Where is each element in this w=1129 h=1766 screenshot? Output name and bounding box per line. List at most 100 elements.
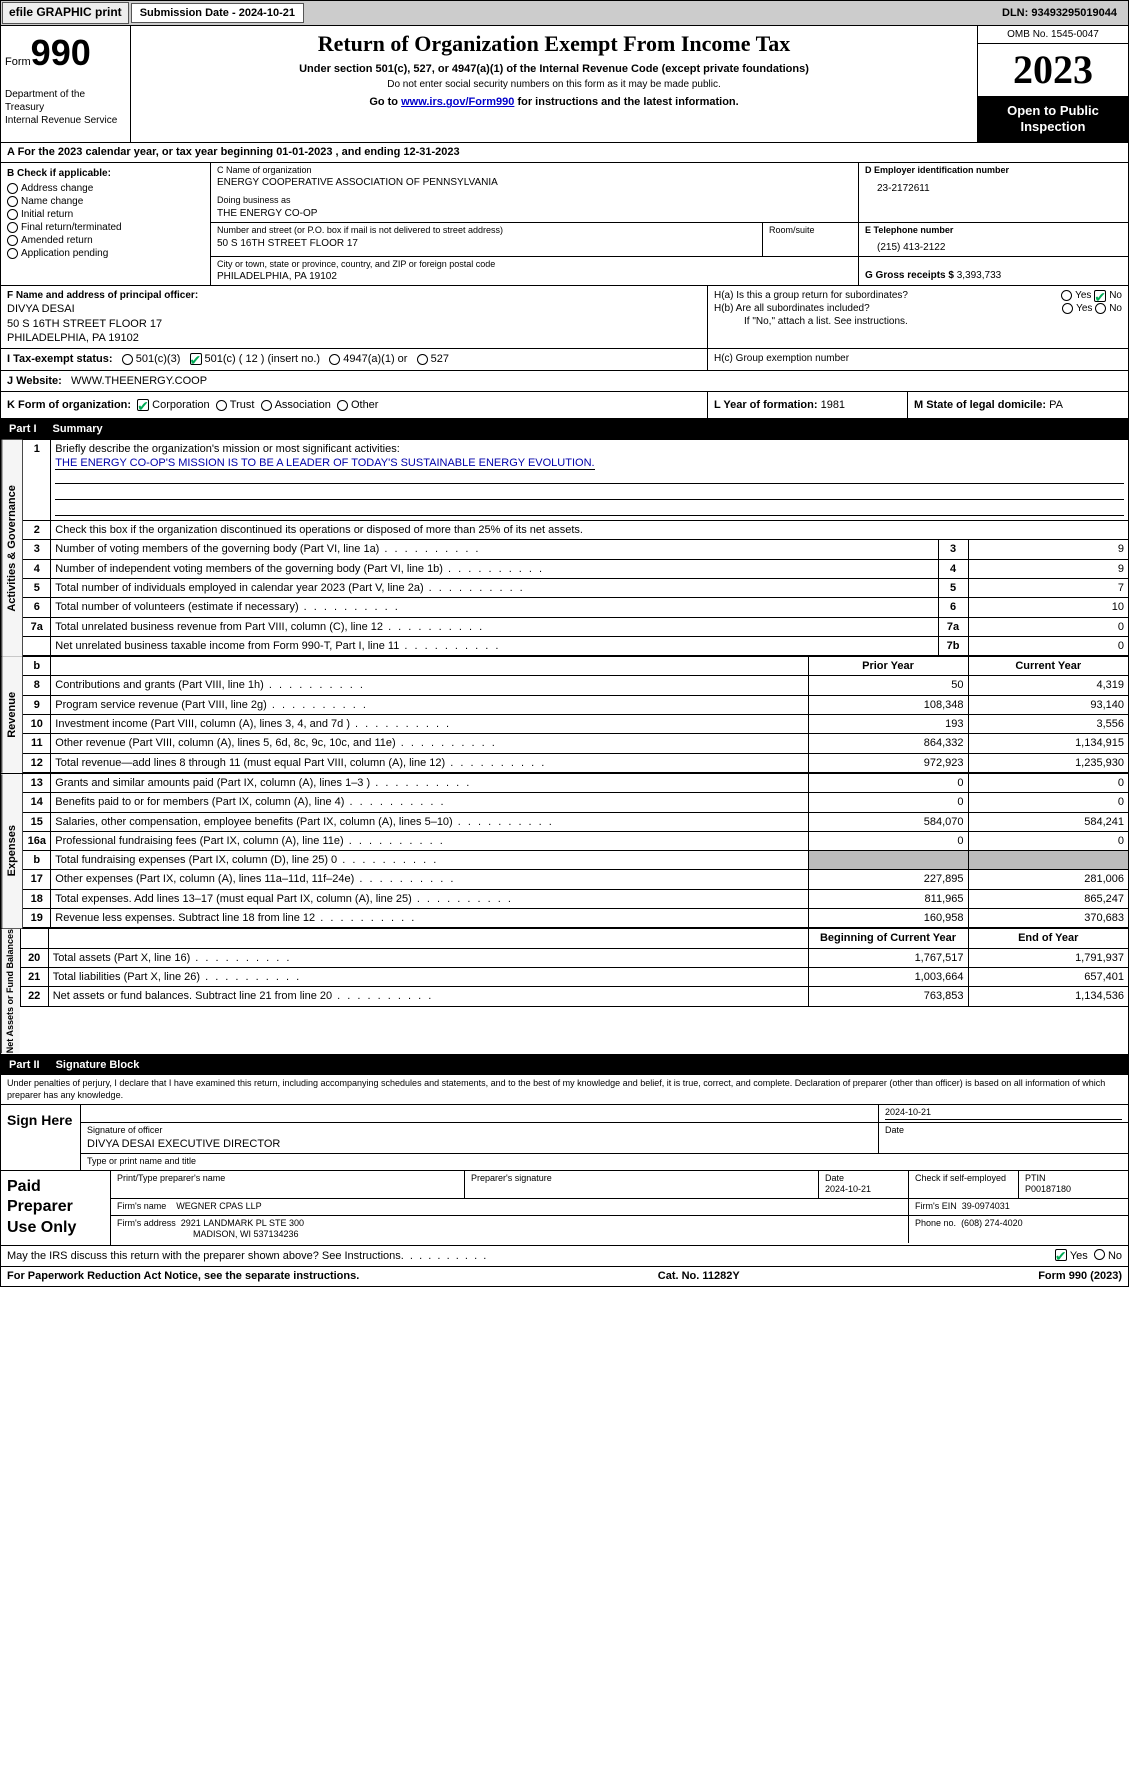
- h-a-yes[interactable]: [1061, 290, 1072, 301]
- h-b-note: If "No," attach a list. See instructions…: [714, 315, 1122, 328]
- street-label: Number and street (or P.O. box if mail i…: [217, 225, 762, 237]
- expenses-sidelabel: Expenses: [1, 774, 22, 928]
- chk-assoc[interactable]: [261, 400, 272, 411]
- netassets-block: Net Assets or Fund Balances Beginning of…: [0, 929, 1129, 1054]
- street-value: 50 S 16TH STREET FLOOR 17: [217, 237, 762, 250]
- chk-501c3[interactable]: [122, 354, 133, 365]
- identity-section: B Check if applicable: Address change Na…: [0, 163, 1129, 287]
- h-b-no[interactable]: [1095, 303, 1106, 314]
- governance-block: Activities & Governance 1 Briefly descri…: [0, 440, 1129, 658]
- table-row: bTotal fundraising expenses (Part IX, co…: [23, 851, 1128, 870]
- firm-addr-label: Firm's address: [117, 1218, 176, 1228]
- checkbox-name-change[interactable]: [7, 196, 18, 207]
- discuss-no[interactable]: [1094, 1249, 1105, 1260]
- table-row: 19Revenue less expenses. Subtract line 1…: [23, 909, 1128, 928]
- table-row: 3Number of voting members of the governi…: [23, 540, 1128, 559]
- prior-year-header: Prior Year: [808, 657, 968, 676]
- q1-value: THE ENERGY CO-OP'S MISSION IS TO BE A LE…: [55, 457, 594, 470]
- prep-name-label: Print/Type preparer's name: [111, 1171, 464, 1198]
- netassets-sidelabel: Net Assets or Fund Balances: [1, 929, 20, 1053]
- perjury-text: Under penalties of perjury, I declare th…: [0, 1075, 1129, 1105]
- table-row: 9Program service revenue (Part VIII, lin…: [23, 695, 1128, 714]
- officer-addr2: PHILADELPHIA, PA 19102: [7, 331, 701, 345]
- officer-addr1: 50 S 16TH STREET FLOOR 17: [7, 317, 701, 331]
- org-name: ENERGY COOPERATIVE ASSOCIATION OF PENNSY…: [217, 176, 852, 189]
- dba-name: THE ENERGY CO-OP: [217, 207, 852, 220]
- paid-preparer-block: Paid Preparer Use Only Print/Type prepar…: [0, 1171, 1129, 1246]
- part-2-header: Part II Signature Block: [0, 1055, 1129, 1075]
- form-subtitle-1: Under section 501(c), 527, or 4947(a)(1)…: [137, 62, 971, 76]
- state-domicile-value: PA: [1049, 399, 1063, 411]
- dln-label: DLN: 93493295019044: [1002, 6, 1127, 20]
- dba-label: Doing business as: [217, 195, 852, 207]
- form-word: Form: [5, 56, 31, 68]
- firm-ein-label: Firm's EIN: [915, 1201, 957, 1211]
- page-footer: For Paperwork Reduction Act Notice, see …: [0, 1267, 1129, 1286]
- discuss-row: May the IRS discuss this return with the…: [0, 1246, 1129, 1267]
- submission-date-badge: Submission Date - 2024-10-21: [131, 3, 304, 23]
- firm-phone: (608) 274-4020: [961, 1218, 1023, 1228]
- room-label: Room/suite: [769, 225, 846, 237]
- gross-receipts-value: 3,393,733: [957, 270, 1002, 281]
- table-row: 16aProfessional fundraising fees (Part I…: [23, 831, 1128, 850]
- prep-self-label: Check if self-employed: [908, 1171, 1018, 1198]
- form-title: Return of Organization Exempt From Incom…: [137, 30, 971, 59]
- current-year-header: Current Year: [968, 657, 1128, 676]
- prep-sig-label: Preparer's signature: [464, 1171, 818, 1198]
- chk-501c[interactable]: [190, 353, 202, 365]
- sig-officer-name: DIVYA DESAI EXECUTIVE DIRECTOR: [87, 1137, 872, 1151]
- checkbox-final-return[interactable]: [7, 222, 18, 233]
- chk-trust[interactable]: [216, 400, 227, 411]
- table-row: 20Total assets (Part X, line 16)1,767,51…: [20, 948, 1128, 967]
- phone-value: (215) 413-2122: [865, 237, 1122, 254]
- begin-year-header: Beginning of Current Year: [808, 929, 968, 948]
- form-org-label: K Form of organization:: [7, 399, 131, 411]
- chk-527[interactable]: [417, 354, 428, 365]
- discuss-yes[interactable]: [1055, 1249, 1067, 1261]
- revenue-sidelabel: Revenue: [1, 657, 22, 773]
- checkbox-initial-return[interactable]: [7, 209, 18, 220]
- checkbox-app-pending[interactable]: [7, 248, 18, 259]
- type-name-label: Type or print name and title: [81, 1154, 1128, 1170]
- ein-value: 23-2172611: [865, 176, 1122, 195]
- expenses-block: Expenses 13Grants and similar amounts pa…: [0, 774, 1129, 929]
- revenue-block: Revenue b Prior Year Current Year 8Contr…: [0, 657, 1129, 774]
- table-row: 15Salaries, other compensation, employee…: [23, 812, 1128, 831]
- firm-name: WEGNER CPAS LLP: [176, 1201, 261, 1211]
- checkbox-amended[interactable]: [7, 235, 18, 246]
- form-subtitle-3: Go to www.irs.gov/Form990 for instructio…: [137, 95, 971, 109]
- top-toolbar: efile GRAPHIC print Submission Date - 20…: [0, 0, 1129, 26]
- footer-right: Form 990 (2023): [1038, 1269, 1122, 1283]
- open-public-badge: Open to Public Inspection: [978, 97, 1128, 143]
- efile-print-button[interactable]: efile GRAPHIC print: [2, 2, 129, 24]
- chk-other[interactable]: [337, 400, 348, 411]
- year-form-label: L Year of formation:: [714, 399, 818, 411]
- ptin-label: PTIN: [1025, 1173, 1046, 1183]
- dept-treasury: Department of the Treasury Internal Reve…: [5, 76, 126, 127]
- city-label: City or town, state or province, country…: [217, 259, 852, 271]
- ein-label: D Employer identification number: [865, 165, 1122, 177]
- chk-4947[interactable]: [329, 354, 340, 365]
- checkbox-address-change[interactable]: [7, 183, 18, 194]
- discuss-question: May the IRS discuss this return with the…: [7, 1249, 1055, 1263]
- website-value: WWW.THEENERGY.COOP: [71, 375, 207, 387]
- h-b-label: H(b) Are all subordinates included?: [714, 302, 1062, 315]
- h-b-yes[interactable]: [1062, 303, 1073, 314]
- tax-status-label: I Tax-exempt status:: [7, 353, 113, 365]
- irs-link[interactable]: www.irs.gov/Form990: [401, 96, 514, 108]
- table-row: 10Investment income (Part VIII, column (…: [23, 715, 1128, 734]
- paid-preparer-label: Paid Preparer Use Only: [1, 1171, 111, 1245]
- table-row: 18Total expenses. Add lines 13–17 (must …: [23, 889, 1128, 908]
- footer-left: For Paperwork Reduction Act Notice, see …: [7, 1269, 359, 1283]
- website-label: J Website:: [7, 375, 62, 387]
- firm-ein: 39-0974031: [962, 1201, 1010, 1211]
- h-a-no[interactable]: [1094, 290, 1106, 302]
- sign-here-block: Sign Here 2024-10-21 Signature of office…: [0, 1105, 1129, 1170]
- form-subtitle-2: Do not enter social security numbers on …: [137, 78, 971, 91]
- chk-corp[interactable]: [137, 399, 149, 411]
- q1-label: Briefly describe the organization's miss…: [55, 443, 399, 455]
- sign-date: 2024-10-21: [885, 1107, 1122, 1120]
- form-header: Form990 Department of the Treasury Inter…: [0, 26, 1129, 144]
- sig-officer-label: Signature of officer: [87, 1125, 872, 1137]
- firm-addr2: MADISON, WI 537134236: [117, 1229, 299, 1239]
